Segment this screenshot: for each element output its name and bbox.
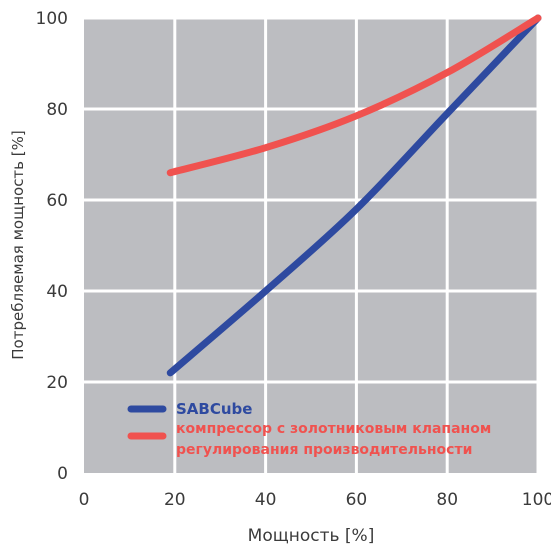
- x-tick-label: 40: [255, 490, 277, 510]
- y-tick-label: 100: [36, 9, 68, 29]
- grid-lines: [84, 16, 540, 473]
- y-tick-label: 40: [46, 282, 68, 302]
- y-tick-label: 60: [46, 191, 68, 211]
- x-tick-label: 80: [436, 490, 458, 510]
- x-tick-label: 100: [522, 490, 551, 510]
- series-line-slide-valve-compressor: [166, 14, 542, 177]
- series-lines: [166, 14, 542, 377]
- legend-label-slide-valve-compressor: регулирования производительности: [176, 442, 472, 458]
- legend-label-sabcube: SABCube: [176, 400, 252, 418]
- y-tick-label: 80: [46, 100, 68, 120]
- x-tick-label: 60: [346, 490, 368, 510]
- y-tick-label: 20: [46, 373, 68, 393]
- x-tick-label: 20: [164, 490, 186, 510]
- y-tick-label: 0: [57, 464, 68, 484]
- y-axis-label: Потребляемая мощность [%]: [9, 130, 27, 360]
- x-axis-label: Мощность [%]: [248, 526, 375, 545]
- series-line-sabcube: [166, 14, 542, 377]
- legend: SABCube компрессор с золотниковым клапано…: [127, 400, 491, 458]
- legend-label-slide-valve-compressor: компрессор с золотниковым клапаном: [176, 421, 491, 437]
- tick-labels: 0 20 40 60 80 100 0 20 40 60 80 100: [36, 9, 551, 510]
- x-tick-label: 0: [79, 490, 90, 510]
